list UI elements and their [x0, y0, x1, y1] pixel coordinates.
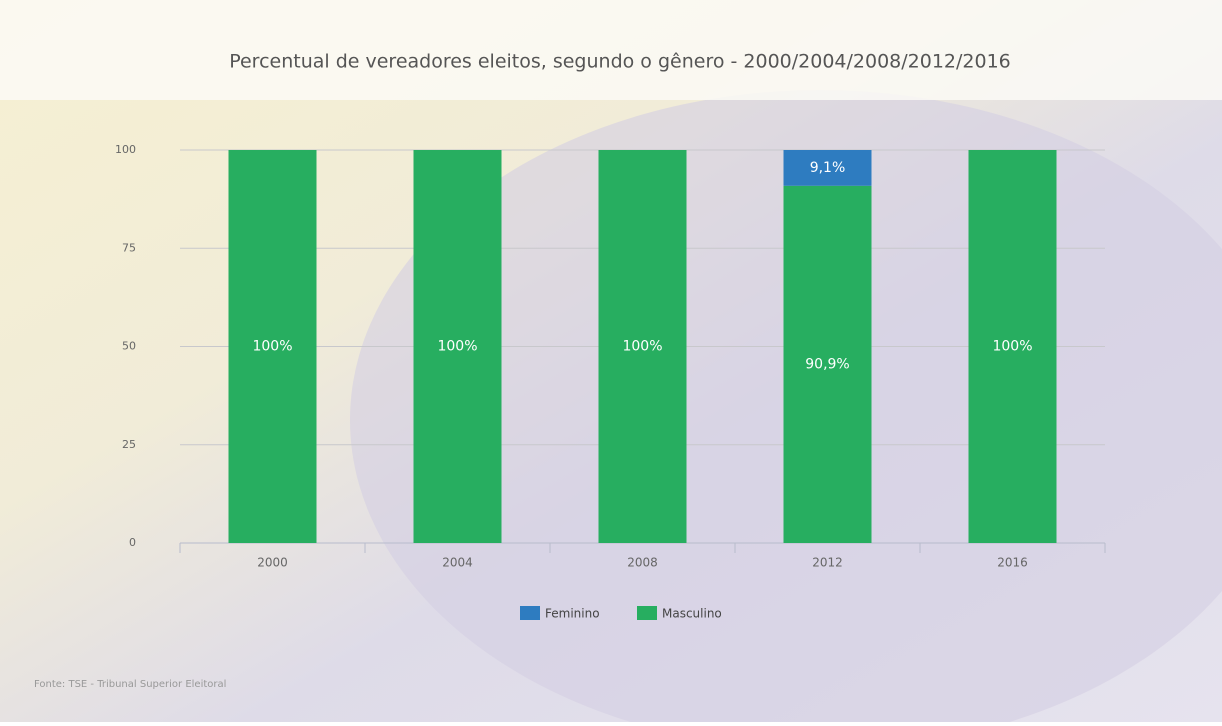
x-tick-label: 2008	[627, 556, 658, 570]
legend-swatch	[637, 606, 657, 620]
legend-label: Masculino	[662, 607, 722, 621]
value-label: 100%	[992, 339, 1032, 355]
y-tick-label: 100	[115, 143, 136, 156]
chart-title: Percentual de vereadores eleitos, segund…	[229, 51, 1011, 73]
legend-swatch	[520, 606, 540, 620]
y-tick-label: 0	[129, 536, 136, 549]
x-tick-label: 2004	[442, 556, 473, 570]
x-tick-label: 2016	[997, 556, 1028, 570]
x-tick-label: 2000	[257, 556, 288, 570]
value-label: 100%	[252, 339, 292, 355]
y-tick-label: 50	[122, 340, 136, 353]
page: Percentual de vereadores eleitos, segund…	[0, 0, 1222, 722]
value-label: 9,1%	[810, 160, 846, 176]
y-tick-label: 75	[122, 241, 136, 254]
chart: Percentual de vereadores eleitos, segund…	[0, 0, 1222, 722]
source-note: Fonte: TSE - Tribunal Superior Eleitoral	[34, 679, 226, 690]
value-label: 90,9%	[805, 356, 849, 372]
y-tick-label: 25	[122, 438, 136, 451]
value-label: 100%	[622, 339, 662, 355]
x-tick-label: 2012	[812, 556, 843, 570]
legend-label: Feminino	[545, 607, 600, 621]
value-label: 100%	[437, 339, 477, 355]
